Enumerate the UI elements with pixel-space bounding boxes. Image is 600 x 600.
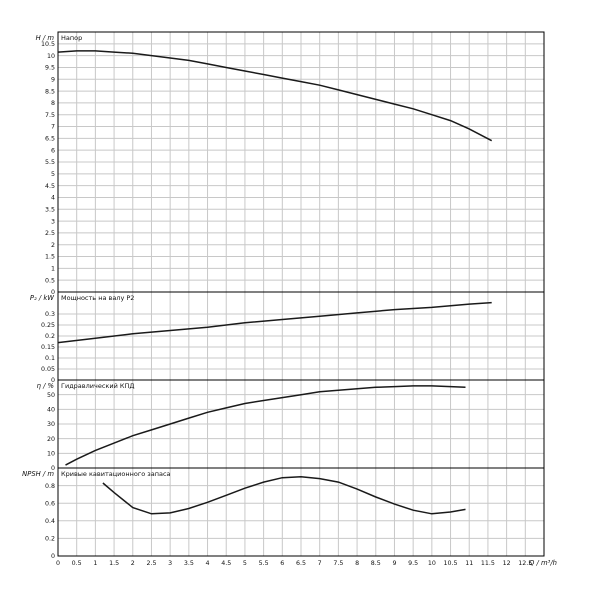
series-line-4	[102, 476, 466, 515]
x-tick-label: 2	[131, 560, 135, 567]
y-tick-label: 0	[51, 553, 55, 560]
x-tick-label: 1.5	[109, 560, 119, 567]
y-tick-label: 9.5	[45, 65, 55, 72]
chart-panel-3: 0 10 20 30 40 50 η / % Гидравлический КПД	[37, 379, 545, 472]
y-tick-label: 4	[51, 195, 55, 202]
x-tick-label: 8.5	[371, 560, 381, 567]
x-tick-label: 4.5	[221, 560, 231, 567]
panel-title: Мощность на валу P2	[61, 294, 134, 302]
y-tick-label: 30	[47, 421, 55, 428]
series-line-1	[57, 50, 493, 142]
y-tick-label: 4.5	[45, 183, 55, 190]
y-axis-label: P₂ / kW	[30, 294, 54, 302]
x-tick-label: 1	[93, 560, 97, 567]
y-tick-label: 9	[51, 76, 55, 83]
y-tick-label: 10.5	[41, 41, 55, 48]
x-tick-label: 0.5	[72, 560, 82, 567]
y-tick-label: 7	[51, 124, 55, 131]
series-line-3	[65, 385, 466, 466]
y-tick-label: 5.5	[45, 159, 55, 166]
x-tick-label: 7	[318, 560, 322, 567]
y-tick-label: 2	[51, 242, 55, 249]
y-tick-label: 6	[51, 147, 55, 154]
y-tick-label: 0	[51, 289, 55, 296]
y-tick-label: 50	[47, 392, 55, 399]
y-tick-label: 8.5	[45, 88, 55, 95]
y-tick-label: 0	[51, 465, 55, 472]
y-tick-label: 7.5	[45, 112, 55, 119]
plot-frame	[57, 467, 545, 557]
y-axis-label: H / m	[36, 34, 55, 42]
y-tick-label: 0.05	[41, 366, 55, 373]
y-tick-label: 0.6	[45, 500, 55, 507]
x-tick-label: 8	[355, 560, 359, 567]
chart-panel-1: 0 0.5 1 1.5 2 2.5 3 3.5 4 4.5 5 5.5 6 6.5 7 7.5 8 8.5 9 9.5…	[36, 31, 545, 296]
y-tick-label: 3	[51, 218, 55, 225]
x-tick-label: 11	[465, 560, 473, 567]
x-tick-label: 10.5	[444, 560, 458, 567]
y-tick-label: 3.5	[45, 206, 55, 213]
x-tick-label: 9	[392, 560, 396, 567]
x-tick-label: 3	[168, 560, 172, 567]
x-tick-label: 4	[206, 560, 210, 567]
y-tick-label: 5	[51, 171, 55, 178]
y-axis-label: η / %	[37, 382, 54, 390]
chart-panel-2: 0 0.05 0.1 0.15 0.2 0.25 0.3 P₂ / kW Мощность на…	[30, 291, 545, 384]
x-tick-label: 0	[56, 560, 60, 567]
y-tick-label: 1.5	[45, 254, 55, 261]
y-tick-label: 0.8	[45, 483, 55, 490]
x-tick-label: 12.5	[518, 560, 532, 567]
y-tick-label: 0.1	[45, 355, 55, 362]
x-tick-label: 10	[428, 560, 436, 567]
x-tick-label: 7.5	[333, 560, 343, 567]
y-tick-label: 10	[47, 53, 55, 60]
x-tick-label: 2.5	[146, 560, 156, 567]
y-tick-label: 0.3	[45, 311, 55, 318]
x-tick-label: 9.5	[408, 560, 418, 567]
y-tick-label: 0.5	[45, 277, 55, 284]
x-tick-label: 12	[503, 560, 511, 567]
y-axis-label: NPSH / m	[22, 470, 54, 478]
y-tick-label: 8	[51, 100, 55, 107]
panel-title: Кривые кавитационного запаса	[61, 470, 171, 478]
y-tick-label: 6.5	[45, 136, 55, 143]
y-tick-label: 2.5	[45, 230, 55, 237]
series-line-2	[57, 301, 492, 344]
x-tick-label: 6.5	[296, 560, 306, 567]
y-tick-label: 0.2	[45, 333, 55, 340]
y-tick-label: 1	[51, 266, 55, 273]
x-tick-label: 6	[280, 560, 284, 567]
y-tick-label: 0	[51, 377, 55, 384]
x-tick-label: 3.5	[184, 560, 194, 567]
x-tick-label: 5	[243, 560, 247, 567]
y-tick-label: 0.25	[41, 322, 55, 329]
x-axis-label: Q / m³/h	[529, 559, 557, 567]
y-tick-label: 0.15	[41, 344, 55, 351]
y-tick-label: 0.4	[45, 518, 55, 525]
y-tick-label: 10	[47, 451, 55, 458]
x-tick-label: 5.5	[259, 560, 269, 567]
y-tick-label: 20	[47, 436, 55, 443]
y-tick-label: 40	[47, 407, 55, 414]
panel-title: Гидравлический КПД	[61, 382, 134, 390]
chart-panel-4: 0 0.2 0.4 0.6 0.8 NPSH / m Кривые кавитационно…	[22, 467, 545, 560]
panel-title: Напор	[61, 34, 82, 42]
x-tick-label: 11.5	[481, 560, 495, 567]
y-tick-label: 0.2	[45, 536, 55, 543]
